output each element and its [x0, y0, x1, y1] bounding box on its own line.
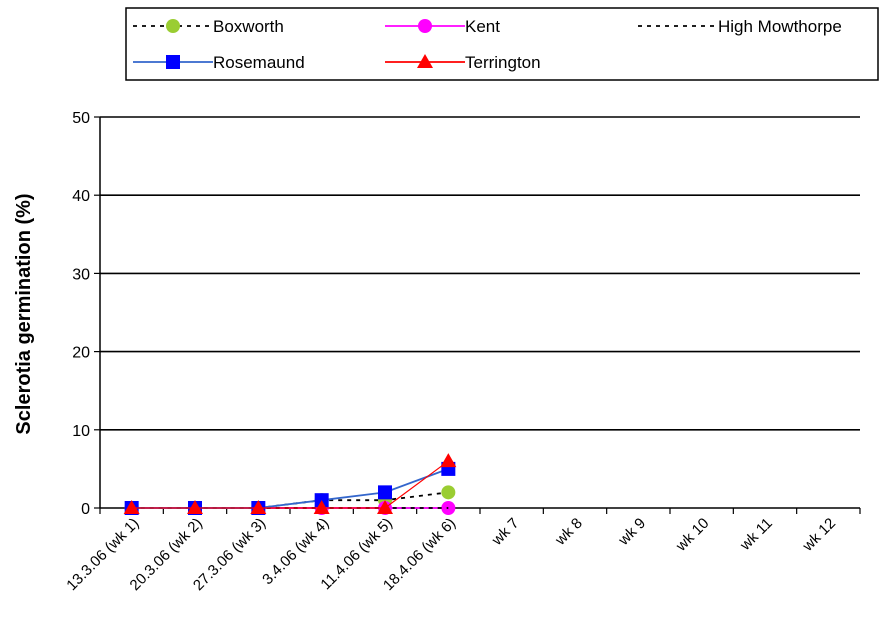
grid	[100, 116, 860, 431]
x-tick-label-wk-7: wk 7	[488, 515, 523, 550]
legend-marker-rosemaund	[166, 55, 180, 69]
legend-entry-high-mowthorpe: High Mowthorpe	[638, 17, 842, 36]
legend-label-terrington: Terrington	[465, 53, 541, 72]
point-terrington-2	[250, 500, 267, 514]
x-tick-label-wk-9: wk 9	[615, 515, 650, 550]
legend-marker-kent	[418, 19, 432, 33]
point-terrington-5	[440, 453, 457, 468]
legend: Boxworth Kent High Mowthorpe Rosemaund Terri…	[125, 7, 879, 81]
y-axis-label: Sclerotia germination (%)	[13, 193, 35, 434]
legend-entry-kent: Kent	[385, 17, 500, 36]
series-rosemaund	[124, 461, 456, 515]
legend-marker-terrington	[417, 54, 433, 68]
series-line-boxworth	[131, 491, 449, 509]
legend-box	[125, 7, 879, 81]
legend-marker-boxworth	[166, 19, 180, 33]
y-tick-label-10: 10	[72, 423, 90, 440]
y-tick-label-0: 0	[81, 501, 90, 518]
series-terrington	[123, 453, 457, 514]
point-terrington-4	[377, 500, 393, 514]
point-terrington-0	[123, 500, 140, 514]
y-tick-label-40: 40	[72, 188, 90, 205]
series-layer	[123, 453, 457, 515]
x-tick-label-wk-10: wk 10	[672, 515, 712, 555]
y-tick-label-30: 30	[72, 266, 90, 283]
legend-entry-rosemaund: Rosemaund	[133, 53, 305, 72]
point-terrington-3	[313, 500, 330, 514]
x-tick-label-wk-8: wk 8	[551, 515, 586, 550]
x-tick-label-wk-11: wk 11	[736, 515, 776, 555]
series-line-terrington	[131, 460, 449, 509]
legend-label-high-mowthorpe: High Mowthorpe	[718, 17, 842, 36]
legend-label-kent: Kent	[465, 17, 500, 36]
legend-label-boxworth: Boxworth	[213, 17, 284, 36]
point-boxworth-5	[441, 485, 456, 500]
point-terrington-1	[187, 500, 203, 514]
legend-entry-terrington: Terrington	[385, 53, 541, 72]
legend-label-rosemaund: Rosemaund	[213, 53, 305, 72]
y-tick-label-20: 20	[72, 345, 90, 362]
point-rosemaund-4	[378, 485, 392, 500]
legend-entry-boxworth: Boxworth	[133, 17, 284, 36]
y-tick-label-50: 50	[72, 110, 90, 127]
series-line-rosemaund	[131, 468, 449, 509]
x-tick-label-wk-12: wk 12	[799, 515, 839, 555]
